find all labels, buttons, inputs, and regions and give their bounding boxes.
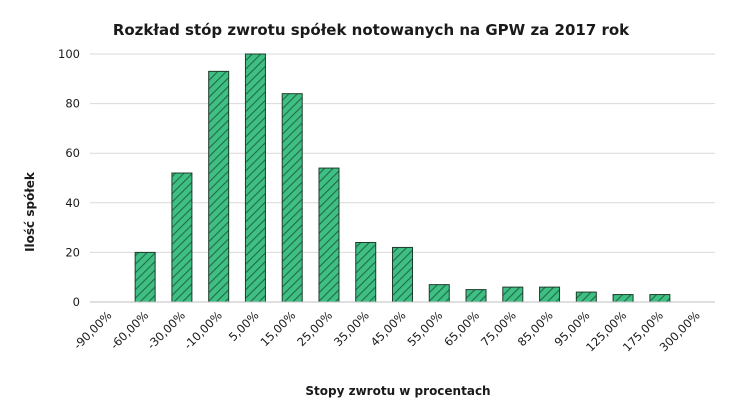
x-tick-label: 55,00% bbox=[404, 308, 445, 349]
bar bbox=[612, 294, 634, 303]
x-tick-label: 15,00% bbox=[257, 308, 298, 349]
x-tick-label: -90,00% bbox=[71, 308, 115, 352]
bar bbox=[244, 53, 266, 303]
chart-title: Rozkład stóp zwrotu spółek notowanych na… bbox=[113, 21, 630, 39]
x-axis-ticks: -90,00%-60,00%-30,00%-10,00% 5,00%15,00%2… bbox=[71, 308, 703, 354]
bar bbox=[208, 70, 230, 303]
x-axis-title: Stopy zwrotu w procentach bbox=[305, 384, 490, 398]
x-tick-label: -10,00% bbox=[181, 308, 225, 352]
y-tick-label: 100 bbox=[58, 47, 80, 61]
bar bbox=[134, 251, 156, 303]
bar bbox=[171, 172, 193, 303]
bar bbox=[539, 286, 561, 303]
x-tick-label: 65,00% bbox=[441, 308, 482, 349]
y-tick-label: 40 bbox=[65, 196, 80, 210]
bar bbox=[575, 291, 597, 303]
bars bbox=[134, 53, 671, 303]
bar bbox=[281, 93, 303, 303]
y-tick-label: 80 bbox=[65, 97, 80, 111]
bar bbox=[318, 167, 340, 303]
bar bbox=[502, 286, 524, 303]
bar bbox=[355, 241, 377, 303]
x-tick-label: 5,00% bbox=[226, 308, 262, 344]
bar bbox=[428, 284, 450, 303]
y-tick-label: 20 bbox=[65, 245, 80, 259]
x-tick-label: 25,00% bbox=[294, 308, 335, 349]
bar bbox=[465, 289, 487, 303]
bar bbox=[649, 294, 671, 303]
x-tick-label: 85,00% bbox=[515, 308, 556, 349]
grid-lines bbox=[90, 53, 715, 253]
x-tick-label: 75,00% bbox=[478, 308, 519, 349]
x-tick-label: -60,00% bbox=[107, 308, 151, 352]
y-axis-title: Ilość spółek bbox=[23, 171, 37, 252]
x-tick-label: -30,00% bbox=[144, 308, 188, 352]
x-tick-label: 45,00% bbox=[368, 308, 409, 349]
y-axis-ticks: 0 20 40 60 80 100 bbox=[58, 47, 80, 309]
y-tick-label: 60 bbox=[65, 146, 80, 160]
y-tick-label: 0 bbox=[73, 295, 80, 309]
bar bbox=[392, 246, 413, 303]
x-tick-label: 300,00% bbox=[657, 308, 703, 354]
x-tick-label: 35,00% bbox=[331, 308, 372, 349]
